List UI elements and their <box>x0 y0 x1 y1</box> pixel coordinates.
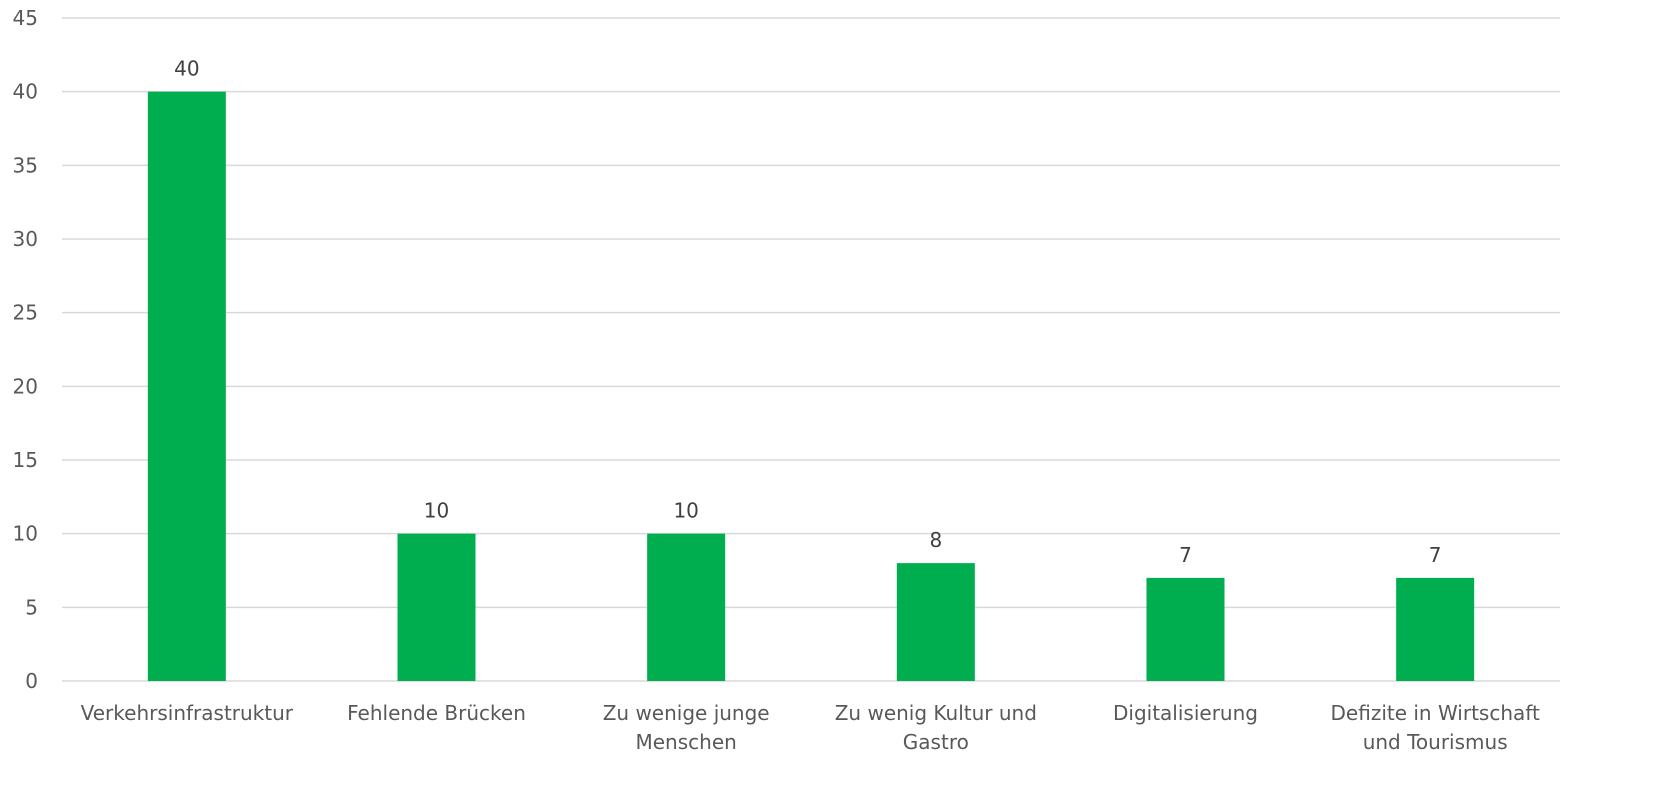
x-axis-category-labels: Verkehrsinfrastruktur Fehlende Brücken Zu … <box>81 701 1540 754</box>
x-category-label: Zu wenig Kultur und <box>835 701 1037 725</box>
y-tick-label: 20 <box>13 374 38 398</box>
x-category-label: und Tourismus <box>1363 730 1508 754</box>
y-axis-tick-labels: 0 5 10 15 20 25 30 35 40 45 <box>13 6 38 693</box>
data-label: 10 <box>424 499 449 523</box>
bar <box>147 91 226 681</box>
y-tick-label: 45 <box>13 6 38 30</box>
data-label: 7 <box>1179 543 1192 567</box>
bar <box>1396 577 1475 681</box>
x-category-label: Menschen <box>636 730 737 754</box>
bars <box>147 91 1475 681</box>
y-tick-label: 35 <box>13 153 38 177</box>
bar <box>1146 577 1225 681</box>
gridlines <box>62 17 1560 682</box>
data-label: 8 <box>929 528 942 552</box>
data-label: 7 <box>1429 543 1442 567</box>
y-tick-label: 30 <box>13 227 38 251</box>
x-category-label: Defizite in Wirtschaft <box>1331 701 1540 725</box>
data-labels: 40 10 10 8 7 7 <box>174 57 1441 567</box>
y-tick-label: 40 <box>13 80 38 104</box>
y-tick-label: 25 <box>13 301 38 325</box>
bar <box>397 533 476 681</box>
x-category-label: Digitalisierung <box>1113 701 1258 725</box>
x-category-label: Zu wenige junge <box>603 701 770 725</box>
y-tick-label: 10 <box>13 522 38 546</box>
bar <box>647 533 726 681</box>
y-tick-label: 5 <box>25 595 38 619</box>
data-label: 10 <box>673 499 698 523</box>
x-category-label: Verkehrsinfrastruktur <box>81 701 294 725</box>
bar <box>896 563 975 681</box>
x-category-label: Fehlende Brücken <box>347 701 526 725</box>
x-category-label: Gastro <box>903 730 969 754</box>
y-tick-label: 0 <box>25 669 38 693</box>
y-tick-label: 15 <box>13 448 38 472</box>
data-label: 40 <box>174 57 199 81</box>
